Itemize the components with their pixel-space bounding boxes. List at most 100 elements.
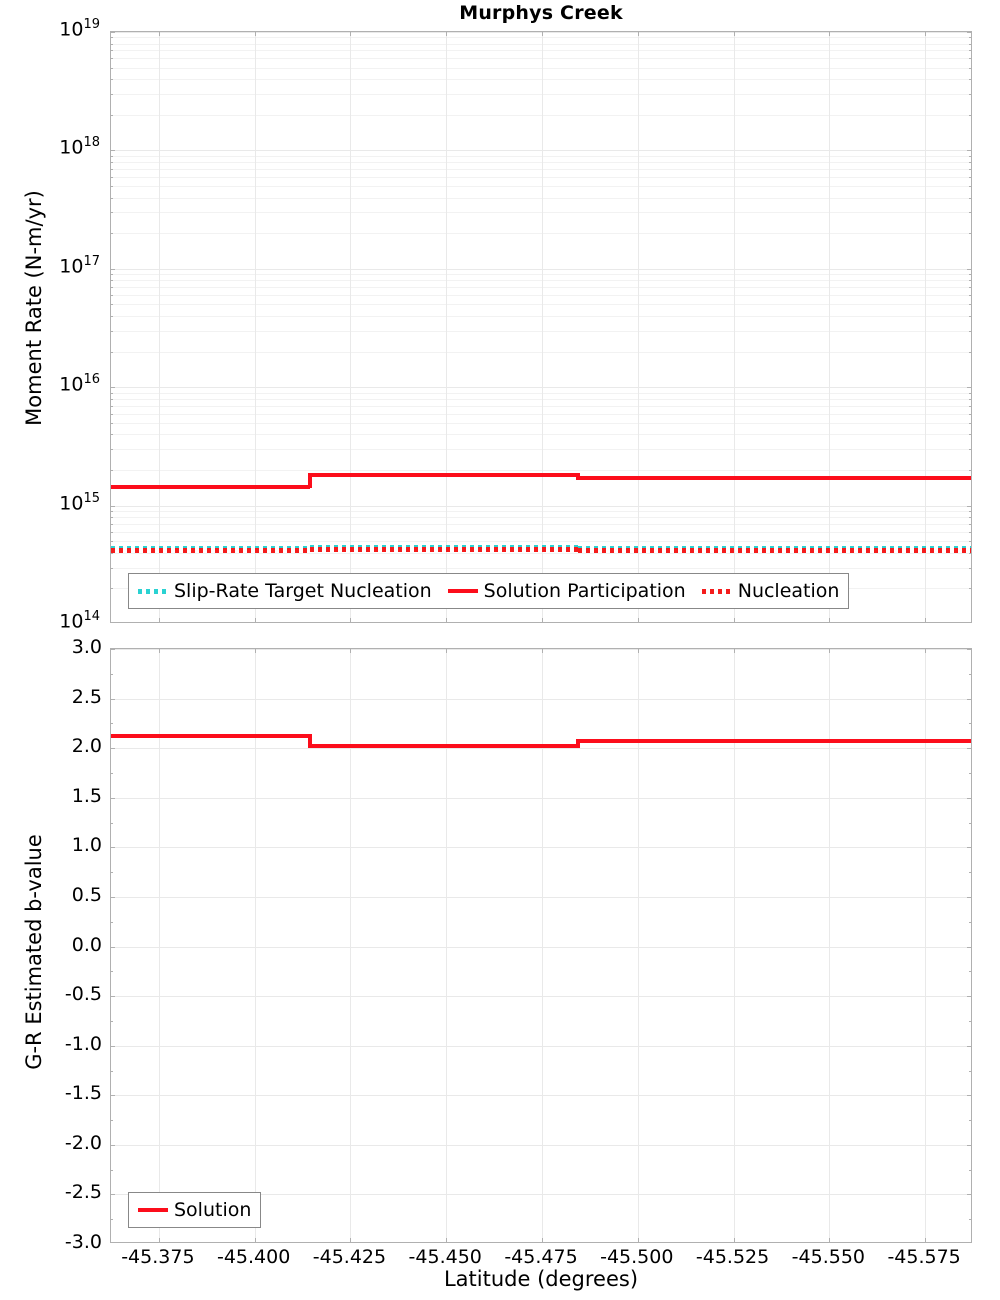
tick-mark-y [111, 304, 113, 306]
tick-mark-x [254, 618, 256, 622]
tick-mark-y [111, 168, 113, 170]
tick-mark-y-minor [111, 822, 113, 824]
tick-mark-x [254, 1238, 256, 1242]
tick-mark-y [967, 649, 971, 650]
tick-mark-x [254, 32, 256, 36]
tick-mark-y [111, 150, 115, 152]
y-tick-label-bottom: -2.0 [64, 1131, 102, 1154]
tick-mark-y [111, 233, 113, 235]
y-tick-label-top: 1018 [59, 135, 100, 159]
tick-mark-y [967, 847, 971, 849]
gridline-y-minor [111, 114, 971, 116]
y-tick-label-bottom: -1.0 [64, 1032, 102, 1055]
data-line-segment [578, 475, 971, 480]
tick-mark-y-minor [969, 723, 971, 725]
tick-mark-x [350, 618, 352, 622]
gridline-y-minor [111, 295, 971, 297]
legend-top-entry[interactable]: Nucleation [701, 580, 840, 602]
tick-mark-y-minor [969, 773, 971, 774]
data-line-riser [576, 739, 581, 749]
tick-mark-y [111, 287, 113, 289]
tick-mark-x [733, 1238, 735, 1242]
tick-mark-x [733, 649, 735, 653]
gridline-x [542, 32, 543, 622]
tick-mark-x [637, 1238, 639, 1242]
gridline-y-minor [111, 517, 971, 519]
tick-mark-y [969, 531, 971, 533]
tick-mark-y [111, 946, 115, 948]
tick-mark-y [967, 1194, 971, 1196]
legend-label: Nucleation [737, 580, 840, 602]
tick-mark-y [111, 523, 113, 525]
tick-mark-y [969, 114, 971, 116]
tick-mark-y [969, 50, 971, 52]
tick-mark-x [446, 618, 448, 622]
gridline-x [829, 649, 831, 1242]
gridline-y-minor [111, 552, 971, 554]
tick-mark-y-minor [111, 1120, 113, 1121]
tick-mark-y [111, 50, 113, 52]
legend-bottom: Solution [128, 1192, 262, 1228]
tick-mark-y [969, 93, 971, 95]
gridline-y-minor [111, 330, 971, 332]
tick-mark-y [111, 797, 115, 799]
legend-top-entry[interactable]: Solution Participation [447, 580, 686, 602]
tick-mark-y-minor [969, 1020, 971, 1022]
tick-mark-x [158, 1238, 160, 1242]
gridline-y-major [111, 32, 971, 33]
tick-mark-y [111, 114, 113, 116]
tick-mark-y [969, 315, 971, 317]
tick-mark-y [969, 449, 971, 451]
gridline-y-minor [111, 280, 971, 282]
legend-swatch-icon [701, 588, 732, 594]
gridline-y-minor [111, 351, 971, 353]
y-tick-label-top: 1017 [59, 253, 100, 278]
tick-mark-y [969, 330, 971, 332]
gridline-x [446, 32, 448, 622]
tick-mark-y [969, 197, 971, 199]
tick-mark-y [111, 588, 113, 590]
gridline-x [446, 649, 448, 1242]
tick-mark-y [969, 517, 971, 519]
moment-rate-plot [110, 31, 972, 623]
tick-mark-y [969, 405, 971, 407]
tick-mark-y [969, 552, 971, 554]
data-line-segment [578, 548, 971, 554]
x-axis-label: Latitude (degrees) [443, 1267, 639, 1291]
tick-mark-y [111, 392, 113, 394]
gridline-y-major [111, 946, 971, 948]
gridline-y-minor [111, 58, 971, 60]
tick-mark-y-minor [111, 1169, 113, 1171]
tick-mark-y-minor [111, 1219, 113, 1221]
tick-mark-y [967, 698, 971, 700]
tick-mark-y-minor [111, 723, 113, 725]
y-tick-label-top: 1016 [59, 372, 100, 396]
data-line-segment [111, 548, 311, 554]
tick-mark-y [969, 588, 971, 590]
tick-mark-y [111, 155, 113, 157]
tick-mark-y [969, 470, 971, 471]
legend-label: Solution [174, 1199, 252, 1221]
tick-mark-y [969, 79, 971, 81]
tick-mark-y [111, 93, 113, 95]
tick-mark-y [969, 37, 971, 39]
tick-mark-x [254, 649, 256, 653]
tick-mark-y [967, 150, 971, 152]
legend-top-entry[interactable]: Slip-Rate Target Nucleation [138, 580, 432, 602]
tick-mark-y [111, 552, 113, 554]
tick-mark-y [969, 280, 971, 282]
gridline-y-minor [111, 168, 971, 170]
gridline-y-major [111, 698, 971, 700]
tick-mark-y [111, 43, 113, 45]
legend-bottom-entry[interactable]: Solution [138, 1199, 251, 1221]
data-line-segment [310, 547, 579, 552]
tick-mark-y [969, 413, 971, 415]
tick-mark-x [158, 618, 160, 622]
gridline-x [350, 32, 352, 622]
tick-mark-y [111, 422, 113, 424]
gridline-y-minor [111, 161, 971, 163]
tick-mark-y-minor [111, 773, 113, 774]
tick-mark-x [829, 32, 831, 36]
tick-mark-y [969, 541, 971, 543]
